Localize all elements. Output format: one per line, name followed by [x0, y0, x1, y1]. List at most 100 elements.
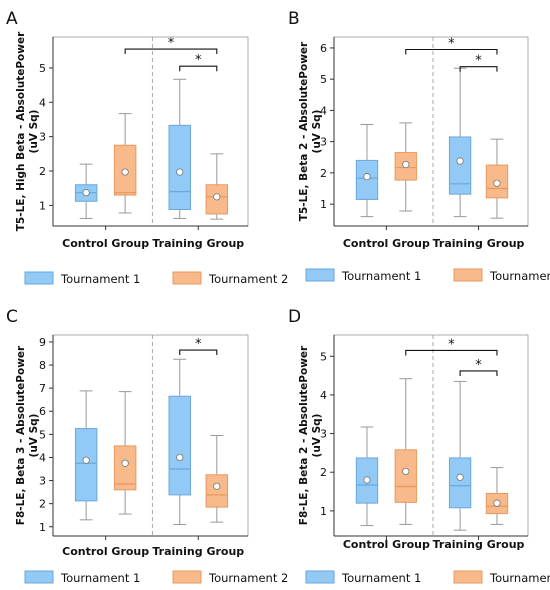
- box-t1-training: [168, 78, 191, 219]
- y-tick-label: 6: [39, 405, 46, 418]
- category-label: Training Group: [152, 237, 244, 250]
- y-tick-label: 3: [320, 428, 327, 441]
- panel-c: C * 1 2 3 4 5 6 7 8 9 Control Group Training Group F8…: [6, 307, 288, 585]
- legend-label-2: Tournament 2: [208, 272, 288, 286]
- y-axis-label-line: (uV Sq): [28, 414, 40, 458]
- legend: Tournament 1 Tournament 2: [24, 271, 288, 286]
- y-axis-label-line: F8-LE, Beta 3 - AbsolutePower: [15, 345, 27, 525]
- box-t1-training: [448, 380, 472, 531]
- mean-marker: [82, 189, 90, 197]
- y-tick-label: 6: [320, 42, 327, 55]
- legend: Tournament 1 Tournament 2: [305, 570, 550, 585]
- y-tick-label: 4: [320, 104, 327, 117]
- legend: Tournament 1 Tournament 2: [24, 570, 288, 585]
- box-t2-control: [113, 391, 137, 515]
- bracket-line: [124, 48, 218, 55]
- mean-marker: [493, 179, 501, 187]
- legend-swatch-2: [453, 268, 483, 282]
- significance-bracket: *: [179, 337, 218, 356]
- panel-letter: D: [288, 307, 301, 327]
- box-t2-control: [113, 113, 137, 214]
- y-axis-label-line: (uV Sq): [311, 110, 323, 154]
- panel-a: A * * 1 2 3 4 5 Control Group Training Group T5-LE…: [6, 9, 288, 286]
- box-t2-control: [394, 122, 417, 212]
- y-tick-label: 1: [320, 198, 327, 211]
- y-tick-label: 3: [39, 475, 46, 488]
- mean-marker: [82, 456, 90, 464]
- bracket-line: [459, 370, 498, 376]
- iqr-box: [394, 449, 417, 503]
- y-tick-label: 2: [320, 167, 327, 180]
- significance-bracket: *: [459, 54, 498, 72]
- mean-marker: [121, 459, 129, 467]
- iqr-box: [168, 395, 191, 496]
- panel-letter: A: [6, 9, 18, 29]
- panel-d: D * * 1 2 3 4 5 Control Group Training Group F8-LE…: [288, 307, 550, 585]
- category-label: Control Group: [343, 538, 430, 551]
- legend-swatch-1: [24, 271, 54, 285]
- y-tick-label: 2: [39, 498, 46, 511]
- mean-marker: [176, 453, 184, 462]
- box-t1-control: [74, 163, 98, 219]
- iqr-box: [113, 445, 137, 491]
- y-tick-label: 3: [39, 131, 46, 144]
- mean-marker: [402, 467, 410, 476]
- legend-swatch-2: [453, 570, 483, 584]
- y-tick-label: 5: [320, 350, 327, 363]
- y-tick-label: 4: [320, 389, 327, 402]
- mean-marker: [402, 160, 410, 169]
- mean-marker: [493, 499, 501, 507]
- significance-label: *: [195, 337, 202, 352]
- y-tick-label: 5: [39, 428, 46, 441]
- significance-bracket: *: [459, 358, 498, 376]
- panel-letter: C: [6, 307, 18, 327]
- y-axis-label: T5-LE, Beta 2 - AbsolutePower(uV Sq): [298, 41, 323, 221]
- significance-label: *: [475, 358, 482, 373]
- mean-marker: [363, 476, 371, 484]
- y-axis-label-line: (uV Sq): [311, 414, 323, 458]
- legend-label-1: Tournament 1: [341, 269, 421, 283]
- legend-label-2: Tournament 2: [208, 571, 288, 585]
- significance-bracket: *: [124, 36, 218, 55]
- significance-bracket: *: [405, 337, 498, 356]
- legend-swatch-1: [305, 268, 335, 282]
- y-tick-label: 2: [39, 165, 46, 178]
- y-axis-label-line: T5-LE, High Beta - AbsolutePower: [15, 31, 27, 231]
- mean-marker: [363, 173, 371, 181]
- box-t1-control: [355, 426, 379, 527]
- y-tick-label: 7: [39, 382, 46, 395]
- y-axis-label-line: (uV Sq): [28, 110, 40, 154]
- y-tick-label: 3: [320, 136, 327, 149]
- y-tick-label: 1: [39, 521, 46, 534]
- y-tick-label: 4: [39, 96, 46, 109]
- legend-label-1: Tournament 1: [60, 571, 140, 585]
- legend-swatch-1: [24, 570, 54, 584]
- bracket-line: [405, 48, 498, 55]
- mean-marker: [213, 482, 221, 490]
- mean-marker: [176, 168, 184, 176]
- box-t1-training: [448, 67, 472, 218]
- y-axis-label-line: F8-LE, Beta 2 - AbsolutePower: [298, 345, 310, 525]
- y-axis-label: T5-LE, High Beta - AbsolutePower(uV Sq): [15, 31, 40, 231]
- iqr-box: [448, 136, 472, 195]
- iqr-box: [205, 474, 229, 508]
- panel-letter: B: [288, 9, 300, 29]
- category-label: Control Group: [62, 237, 149, 250]
- legend: Tournament 1 Tournament 2: [305, 268, 550, 283]
- mean-marker: [121, 168, 129, 176]
- significance-label: *: [448, 36, 455, 51]
- legend-label-2: Tournament 2: [489, 269, 550, 283]
- box-t2-training: [205, 153, 229, 220]
- significance-label: *: [475, 54, 482, 69]
- y-tick-label: 9: [39, 336, 46, 349]
- legend-swatch-1: [305, 570, 335, 584]
- box-t2-training: [485, 467, 509, 525]
- bracket-line: [459, 66, 498, 72]
- box-t2-training: [205, 435, 229, 523]
- bracket-line: [179, 349, 218, 356]
- mean-marker: [456, 157, 464, 165]
- category-label: Training Group: [152, 545, 244, 558]
- legend-label-1: Tournament 1: [341, 571, 421, 585]
- legend-label-1: Tournament 1: [60, 272, 140, 286]
- significance-bracket: *: [405, 36, 498, 55]
